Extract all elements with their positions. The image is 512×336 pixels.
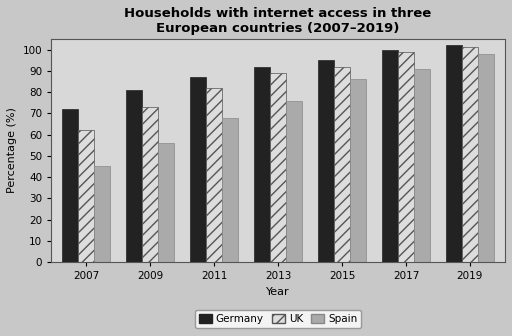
Bar: [478, 54, 494, 262]
Bar: [318, 60, 334, 262]
Bar: [270, 73, 286, 262]
Bar: [94, 166, 110, 262]
Bar: [62, 109, 78, 262]
Bar: [206, 88, 222, 262]
Bar: [142, 107, 158, 262]
Bar: [78, 130, 94, 262]
Bar: [382, 49, 398, 262]
Bar: [286, 100, 302, 262]
Bar: [190, 77, 206, 262]
Bar: [446, 45, 462, 262]
Bar: [350, 79, 366, 262]
Bar: [334, 67, 350, 262]
Y-axis label: Percentage (%): Percentage (%): [7, 108, 17, 194]
Bar: [414, 69, 430, 262]
X-axis label: Year: Year: [266, 287, 290, 297]
Bar: [222, 118, 238, 262]
Bar: [126, 90, 142, 262]
Bar: [462, 47, 478, 262]
Bar: [254, 67, 270, 262]
Title: Households with internet access in three
European countries (2007–2019): Households with internet access in three…: [124, 7, 432, 35]
Bar: [158, 143, 174, 262]
Bar: [398, 52, 414, 262]
Legend: Germany, UK, Spain: Germany, UK, Spain: [195, 310, 361, 328]
